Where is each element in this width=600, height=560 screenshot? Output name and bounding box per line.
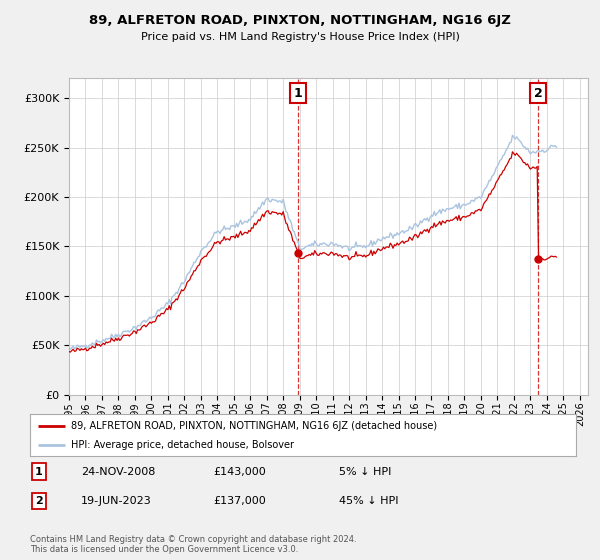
Text: HPI: Average price, detached house, Bolsover: HPI: Average price, detached house, Bols… [71, 440, 294, 450]
Text: 19-JUN-2023: 19-JUN-2023 [81, 496, 152, 506]
Text: Contains HM Land Registry data © Crown copyright and database right 2024.
This d: Contains HM Land Registry data © Crown c… [30, 535, 356, 554]
Text: £143,000: £143,000 [213, 466, 266, 477]
Text: 89, ALFRETON ROAD, PINXTON, NOTTINGHAM, NG16 6JZ (detached house): 89, ALFRETON ROAD, PINXTON, NOTTINGHAM, … [71, 421, 437, 431]
Text: 1: 1 [293, 87, 302, 100]
Text: £137,000: £137,000 [213, 496, 266, 506]
Text: 5% ↓ HPI: 5% ↓ HPI [339, 466, 391, 477]
Text: 2: 2 [534, 87, 542, 100]
Text: Price paid vs. HM Land Registry's House Price Index (HPI): Price paid vs. HM Land Registry's House … [140, 32, 460, 43]
Text: 24-NOV-2008: 24-NOV-2008 [81, 466, 155, 477]
Text: 1: 1 [35, 466, 43, 477]
Text: 89, ALFRETON ROAD, PINXTON, NOTTINGHAM, NG16 6JZ: 89, ALFRETON ROAD, PINXTON, NOTTINGHAM, … [89, 14, 511, 27]
Text: 2: 2 [35, 496, 43, 506]
Text: 45% ↓ HPI: 45% ↓ HPI [339, 496, 398, 506]
